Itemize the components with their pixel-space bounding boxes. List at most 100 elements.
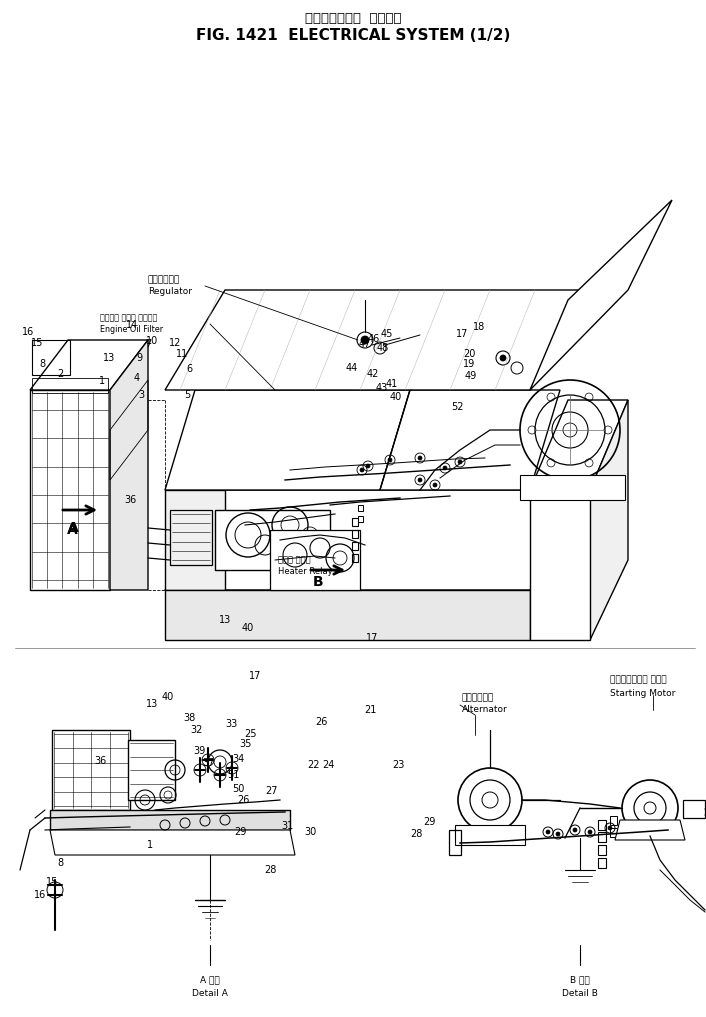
- Circle shape: [588, 830, 592, 834]
- Text: 17: 17: [456, 328, 469, 339]
- Polygon shape: [50, 830, 295, 855]
- Text: 17: 17: [249, 671, 262, 681]
- Text: 27: 27: [265, 786, 278, 796]
- Bar: [352, 554, 358, 562]
- Text: エレクトリカル  システム: エレクトリカル システム: [305, 11, 401, 24]
- Polygon shape: [590, 400, 628, 640]
- Text: 50: 50: [232, 784, 245, 794]
- Text: 38: 38: [183, 713, 196, 723]
- Circle shape: [360, 468, 364, 472]
- Circle shape: [418, 478, 422, 482]
- Polygon shape: [520, 475, 625, 500]
- Text: 44: 44: [345, 363, 358, 373]
- Text: エンジン オイル フィルタ: エンジン オイル フィルタ: [100, 313, 157, 322]
- Text: 15: 15: [46, 877, 58, 887]
- Bar: [352, 518, 358, 526]
- Bar: [683, 800, 705, 818]
- Text: 9: 9: [137, 353, 143, 363]
- Text: 43: 43: [375, 383, 388, 394]
- Bar: [598, 845, 606, 855]
- Text: 47: 47: [358, 339, 371, 349]
- Text: 19: 19: [463, 359, 476, 369]
- Circle shape: [433, 483, 437, 487]
- Polygon shape: [530, 200, 672, 390]
- Circle shape: [388, 458, 392, 462]
- Text: 34: 34: [232, 754, 245, 764]
- Text: オルタネータ: オルタネータ: [462, 694, 494, 703]
- Bar: [358, 505, 363, 511]
- Polygon shape: [30, 390, 110, 590]
- Text: 25: 25: [244, 729, 257, 739]
- Circle shape: [573, 828, 577, 832]
- Text: 14: 14: [126, 320, 138, 331]
- Bar: [352, 530, 358, 538]
- Text: 32: 32: [190, 725, 203, 735]
- Text: 26: 26: [315, 717, 328, 727]
- Bar: [598, 832, 606, 842]
- Text: Engine Oil Filter: Engine Oil Filter: [100, 325, 163, 335]
- Text: 40: 40: [242, 623, 254, 633]
- Polygon shape: [165, 290, 590, 390]
- Text: A 詳細: A 詳細: [200, 975, 220, 984]
- Text: 35: 35: [239, 739, 252, 750]
- Text: 46: 46: [368, 334, 381, 344]
- Polygon shape: [165, 490, 225, 590]
- Text: 40: 40: [389, 392, 402, 402]
- Circle shape: [500, 355, 506, 361]
- Text: 17: 17: [366, 633, 378, 643]
- Text: Detail B: Detail B: [562, 989, 598, 998]
- Text: 39: 39: [193, 745, 206, 756]
- Text: 7: 7: [145, 339, 151, 349]
- Circle shape: [556, 832, 560, 836]
- Text: 6: 6: [186, 364, 192, 374]
- Text: 49: 49: [465, 371, 477, 381]
- Text: 41: 41: [385, 379, 398, 390]
- Circle shape: [458, 460, 462, 464]
- Polygon shape: [380, 390, 560, 490]
- Circle shape: [361, 336, 369, 344]
- Circle shape: [443, 466, 447, 470]
- Bar: [32, 378, 108, 393]
- Text: 21: 21: [364, 705, 377, 715]
- Text: 23: 23: [393, 760, 405, 770]
- Text: 40: 40: [162, 692, 174, 702]
- Text: A: A: [66, 523, 78, 537]
- Text: Heater Relay: Heater Relay: [278, 567, 333, 577]
- Text: 12: 12: [169, 338, 181, 348]
- Text: 5: 5: [184, 390, 190, 400]
- Text: 15: 15: [30, 338, 43, 348]
- Text: 1: 1: [100, 376, 105, 386]
- Text: 2: 2: [57, 369, 63, 379]
- Text: 1: 1: [147, 840, 153, 850]
- Text: 30: 30: [304, 827, 317, 837]
- Polygon shape: [530, 490, 590, 640]
- Polygon shape: [530, 400, 628, 490]
- Circle shape: [366, 464, 370, 468]
- Text: 24: 24: [322, 760, 335, 770]
- Text: 45: 45: [381, 328, 393, 339]
- Text: 16: 16: [34, 890, 46, 900]
- Polygon shape: [128, 740, 175, 800]
- Text: B 詳細: B 詳細: [570, 975, 590, 984]
- Text: B: B: [313, 575, 323, 589]
- Text: 20: 20: [463, 349, 476, 359]
- Polygon shape: [50, 810, 290, 830]
- Text: Detail A: Detail A: [192, 989, 228, 998]
- Polygon shape: [110, 340, 148, 590]
- Text: 36: 36: [94, 756, 107, 766]
- Text: 29: 29: [423, 817, 436, 827]
- Circle shape: [418, 456, 422, 460]
- Text: 48: 48: [376, 343, 389, 353]
- Text: 28: 28: [264, 864, 277, 875]
- Text: 13: 13: [219, 615, 231, 625]
- Bar: [598, 858, 606, 868]
- Text: 8: 8: [57, 858, 63, 868]
- Polygon shape: [215, 510, 330, 570]
- Text: Starting Motor: Starting Motor: [610, 689, 676, 698]
- Text: A: A: [68, 521, 78, 535]
- Text: 29: 29: [234, 827, 246, 837]
- Circle shape: [608, 826, 612, 830]
- Text: ヒータ リレー: ヒータ リレー: [278, 555, 311, 564]
- Polygon shape: [165, 490, 590, 590]
- Text: FIG. 1421  ELECTRICAL SYSTEM (1/2): FIG. 1421 ELECTRICAL SYSTEM (1/2): [196, 27, 510, 43]
